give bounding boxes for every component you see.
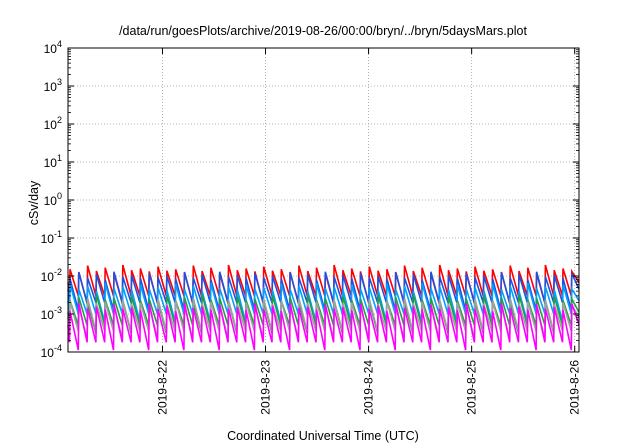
y-tick-label: 10-3: [41, 305, 62, 322]
y-tick-label: 10-2: [41, 267, 62, 284]
chart-title: /data/run/goesPlots/archive/2019-08-26/0…: [119, 24, 527, 38]
y-tick-label: 103: [44, 77, 62, 94]
x-axis-title: Coordinated Universal Time (UTC): [227, 429, 419, 443]
y-tick-label: 10-4: [41, 343, 62, 360]
x-tick-label: 2019-8-22: [155, 360, 169, 415]
grid: [68, 48, 579, 352]
axis-ticks: 10-4 10-3 10-2 10-1 100 101 102 103 104 2019-8-22…: [41, 39, 582, 415]
series-group: [67, 264, 580, 351]
y-tick-label: 100: [44, 191, 62, 208]
x-tick-label: 2019-8-23: [259, 360, 273, 415]
y-axis-title: cSv/day: [27, 180, 41, 225]
y-tick-label: 101: [44, 153, 62, 170]
x-tick-label: 2019-8-24: [362, 360, 376, 415]
x-tick-label: 2019-8-26: [568, 360, 582, 415]
x-tick-label: 2019-8-25: [465, 360, 479, 415]
y-tick-label: 104: [44, 39, 62, 56]
y-tick-label: 10-1: [41, 229, 62, 246]
y-tick-label: 102: [44, 115, 62, 132]
series-line: [67, 302, 580, 351]
